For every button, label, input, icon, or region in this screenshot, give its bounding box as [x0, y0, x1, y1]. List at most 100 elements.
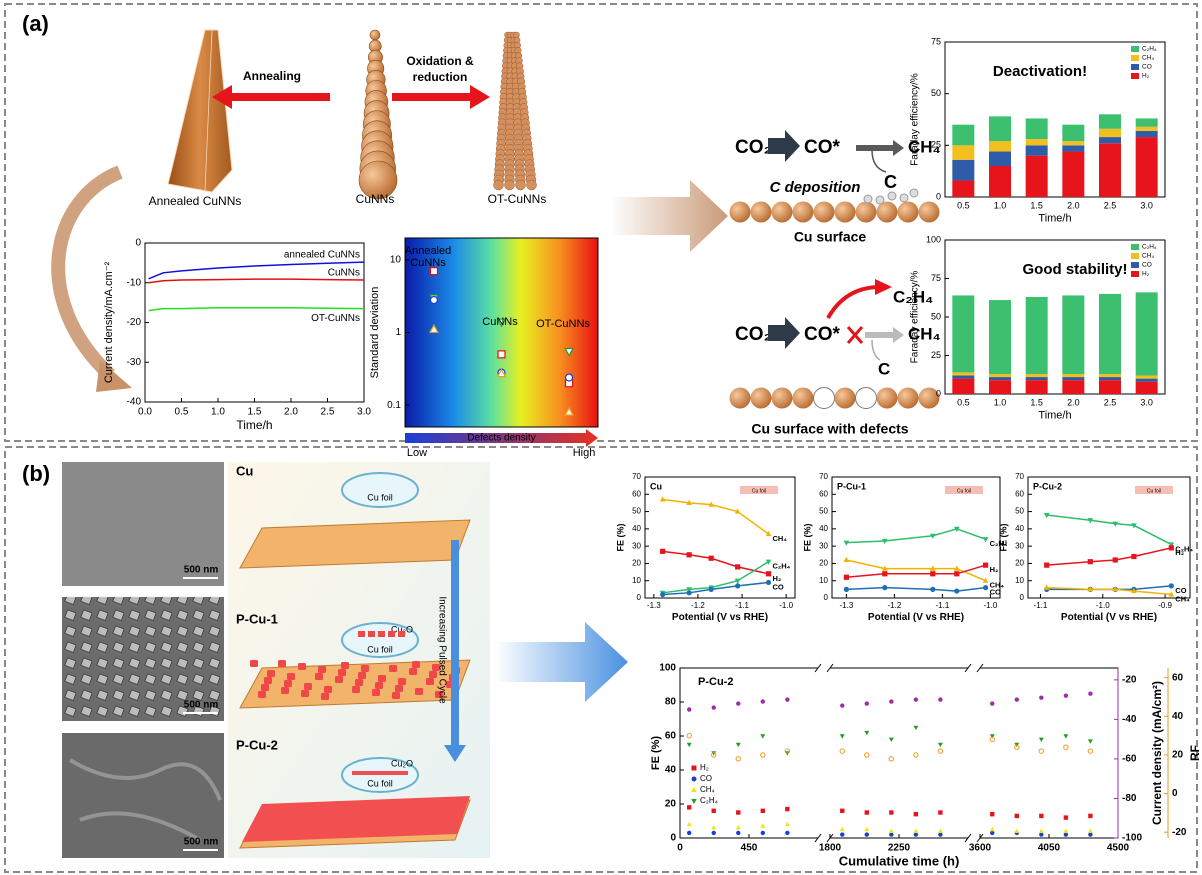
bar: [989, 377, 1011, 380]
marker: [1014, 829, 1019, 833]
crystal: [298, 663, 306, 670]
y-tick-label: 40: [632, 524, 641, 533]
y-tick-label: 30: [1015, 541, 1024, 550]
bar: [1062, 380, 1084, 394]
marker: [687, 707, 691, 711]
marker: [913, 829, 918, 833]
y-tick-label: -10: [127, 277, 142, 288]
marker: [1063, 829, 1068, 833]
marker: [1169, 545, 1174, 550]
x-tick-label: -1.1: [1034, 601, 1048, 610]
x-tick-label: 0.5: [957, 397, 970, 407]
marker: [938, 832, 942, 836]
bar: [1062, 152, 1084, 197]
y-tick-label: 80: [665, 697, 677, 708]
marker: [889, 757, 893, 761]
y-tick-label: 0: [824, 593, 829, 602]
panel-label: (b): [22, 461, 50, 486]
bubble-label: Cu₂O: [391, 758, 413, 768]
marker: [687, 552, 692, 557]
y-tick-label: 40: [1172, 711, 1184, 722]
crystal: [250, 660, 258, 667]
x-end-label: Low: [407, 447, 427, 459]
atom: [751, 388, 772, 409]
inset-label: Cu foil: [752, 488, 766, 494]
x-tick-label: 3.0: [1140, 397, 1153, 407]
y-axis-label: FE (%): [802, 523, 812, 551]
marker: [864, 731, 869, 735]
arrow: [392, 85, 490, 109]
crystal: [378, 675, 386, 682]
marker: [735, 564, 740, 569]
y-tick-label: 70: [632, 472, 641, 481]
marker: [785, 822, 790, 826]
series-label: OT-CuNNs: [311, 313, 360, 324]
plot-frame: [680, 668, 1118, 838]
y-tick-label: -20: [127, 317, 142, 328]
sample-label: Annealed CuNNs: [149, 194, 242, 208]
marker: [711, 825, 716, 829]
big-arrow: [610, 180, 728, 252]
marker: [1088, 829, 1093, 833]
bar: [1136, 379, 1158, 382]
y-tick-label: 75: [931, 273, 941, 283]
marker: [889, 810, 893, 814]
marker: [736, 743, 741, 747]
atom: [814, 202, 835, 223]
x-tick-label: 2.5: [1104, 397, 1117, 407]
series-line: [1047, 548, 1172, 565]
series-line: [663, 551, 769, 573]
crystal: [358, 672, 366, 679]
y-tick-label: 70: [1015, 472, 1024, 481]
crystal: [398, 678, 406, 685]
x-tick-label: -1.1: [735, 601, 749, 610]
bar: [1099, 137, 1121, 143]
annotation: CuNNs: [410, 257, 446, 269]
marker: [761, 809, 765, 813]
crystal: [361, 665, 369, 672]
bar: [989, 380, 1011, 394]
bar: [1062, 125, 1084, 142]
y-tick-label: 0: [1172, 788, 1178, 799]
series-line: [149, 308, 364, 311]
marker: [990, 827, 995, 831]
y-tick-label: 10: [819, 576, 828, 585]
x-tick-label: 2.0: [1067, 397, 1080, 407]
x-axis-label: Time/h: [236, 418, 272, 432]
marker: [1039, 814, 1043, 818]
bar: [989, 141, 1011, 151]
annotation: Deactivation!: [993, 63, 1087, 80]
annotation: CuNNs: [482, 316, 518, 328]
y-tick-label: 40: [1015, 524, 1024, 533]
bar: [1026, 297, 1048, 374]
chart-title: P-Cu-1: [837, 481, 866, 491]
crystal: [375, 682, 383, 689]
marker: [1063, 734, 1068, 738]
chart-title: Cu: [650, 481, 662, 491]
bar: [1062, 374, 1084, 377]
bar: [989, 374, 1011, 377]
marker: [889, 699, 893, 703]
marker: [889, 832, 893, 836]
y3-label: RF: [1188, 745, 1202, 761]
series-line: [846, 529, 985, 543]
x-tick-label: 3.0: [357, 407, 371, 418]
bar: [1136, 376, 1158, 379]
y-tick-label: 100: [659, 663, 676, 674]
marker: [914, 812, 918, 816]
marker: [954, 588, 959, 593]
y-tick-label: 40: [665, 765, 677, 776]
bar: [1136, 118, 1158, 126]
marker: [687, 733, 691, 737]
marker: [983, 563, 988, 568]
series-label: C₂H₄: [773, 562, 791, 571]
crystal: [355, 679, 363, 686]
legend-swatch: [1131, 73, 1139, 79]
bar: [989, 152, 1011, 166]
crystal: [389, 665, 397, 672]
marker: [1039, 695, 1043, 699]
marker: [660, 549, 665, 554]
bar: [952, 379, 974, 394]
scale-bar-label: 500 nm: [184, 700, 219, 711]
carbon: [900, 194, 908, 202]
